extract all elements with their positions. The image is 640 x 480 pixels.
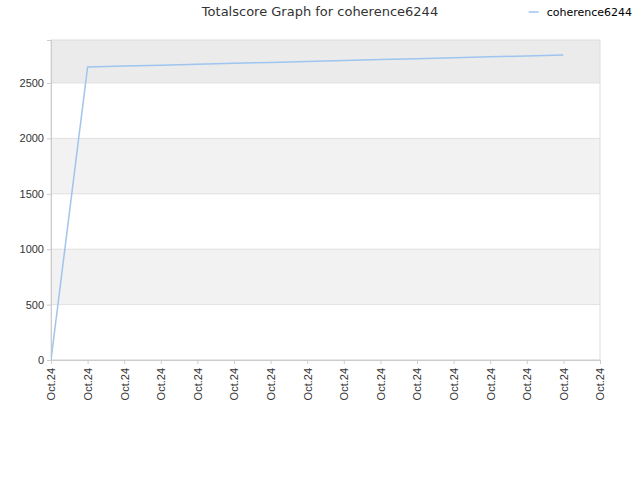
x-tick-mark	[88, 360, 89, 364]
x-tick-label: Oct.24	[558, 368, 570, 400]
y-tick-label: 1000	[20, 243, 44, 255]
grid-line	[51, 304, 600, 305]
x-tick-mark	[380, 360, 381, 364]
grid-band	[51, 249, 600, 304]
x-tick-mark	[417, 360, 418, 364]
x-tick-mark	[161, 360, 162, 364]
x-tick-label: Oct.24	[338, 368, 350, 400]
grid-band	[51, 138, 600, 193]
x-tick-label: Oct.24	[521, 368, 533, 400]
x-tick: Oct.24	[521, 360, 533, 400]
x-tick-label: Oct.24	[302, 368, 314, 400]
x-tick-mark	[600, 360, 601, 364]
y-tick-label: 2000	[20, 132, 44, 144]
x-tick-label: Oct.24	[82, 368, 94, 400]
x-tick-label: Oct.24	[375, 368, 387, 400]
x-tick: Oct.24	[155, 360, 167, 400]
x-tick-mark	[344, 360, 345, 364]
x-tick: Oct.24	[119, 360, 131, 400]
x-tick-mark	[454, 360, 455, 364]
title: Totalscore Graph for coherence6244	[201, 4, 438, 19]
x-tick: Oct.24	[228, 360, 240, 400]
x-tick-mark	[124, 360, 125, 364]
grid-line	[51, 249, 600, 250]
grid-line	[51, 193, 600, 194]
y-tick-mark	[47, 194, 51, 195]
x-tick: Oct.24	[411, 360, 423, 400]
y-tick-mark	[47, 305, 51, 306]
grid-band	[51, 194, 600, 249]
y-tick-label: 500	[26, 299, 44, 311]
series-line	[51, 55, 563, 360]
x-tick: Oct.24	[302, 360, 314, 400]
x-tick: Oct.24	[485, 360, 497, 400]
y-tick: 0	[38, 354, 51, 366]
x-tick-label: Oct.24	[119, 368, 131, 400]
x-tick-label: Oct.24	[45, 368, 57, 400]
grid-band	[51, 305, 600, 360]
x-tick-label: Oct.24	[411, 368, 423, 400]
plot-frame	[51, 40, 600, 360]
y-tick-label: 2500	[20, 77, 44, 89]
x-tick-label: Oct.24	[448, 368, 460, 400]
x-tick-mark	[527, 360, 528, 364]
y-axis: 0 500 1000 1500 2000 2500	[20, 41, 52, 367]
x-tick: Oct.24	[265, 360, 277, 400]
y-tick: 500	[26, 299, 51, 311]
x-tick: Oct.24	[45, 360, 57, 400]
y-tick-mark	[47, 83, 51, 84]
x-tick-mark	[51, 360, 52, 364]
y-tick: 1500	[20, 188, 51, 200]
x-tick-mark	[490, 360, 491, 364]
x-tick-mark	[271, 360, 272, 364]
y-tick: 2000	[20, 132, 51, 144]
x-tick-label: Oct.24	[485, 368, 497, 400]
grid-line	[51, 138, 600, 139]
x-tick: Oct.24	[338, 360, 350, 400]
x-tick: Oct.24	[448, 360, 460, 400]
y-tick-mark	[47, 360, 51, 361]
x-tick-label: Oct.24	[192, 368, 204, 400]
x-tick-label: Oct.24	[155, 368, 167, 400]
x-tick-mark	[307, 360, 308, 364]
legend-label: coherence6244	[547, 6, 632, 19]
x-axis: Oct.24 Oct.24 Oct.24 Oct.24 Oct.24 Oct.24 Oct.…	[45, 360, 606, 400]
y-axis-line	[47, 41, 52, 361]
x-tick: Oct.24	[192, 360, 204, 400]
y-tick: 1000	[20, 243, 51, 255]
y-tick-label: 0	[38, 354, 44, 366]
x-tick: Oct.24	[558, 360, 570, 400]
x-axis-line	[52, 361, 601, 365]
x-tick-mark	[197, 360, 198, 364]
plot: 05001000150020002500Oct.24Oct.24Oct.24Oc…	[20, 40, 607, 400]
x-tick-label: Oct.24	[228, 368, 240, 400]
series-group	[51, 55, 563, 360]
x-tick: Oct.24	[594, 360, 606, 400]
x-tick-mark	[234, 360, 235, 364]
grid-band	[51, 83, 600, 138]
y-tick-mark	[47, 249, 51, 250]
x-tick-mark	[563, 360, 564, 364]
chart: 05001000150020002500Oct.24Oct.24Oct.24Oc…	[0, 0, 640, 480]
legend-swatch	[529, 11, 539, 13]
x-tick-label: Oct.24	[594, 368, 606, 400]
y-tick: 2500	[20, 77, 51, 89]
y-tick-label: 1500	[20, 188, 44, 200]
x-tick: Oct.24	[375, 360, 387, 400]
grid-line	[51, 82, 600, 83]
x-tick-label: Oct.24	[265, 368, 277, 400]
x-tick: Oct.24	[82, 360, 94, 400]
legend: coherence6244	[529, 6, 632, 19]
y-tick-mark	[47, 138, 51, 139]
